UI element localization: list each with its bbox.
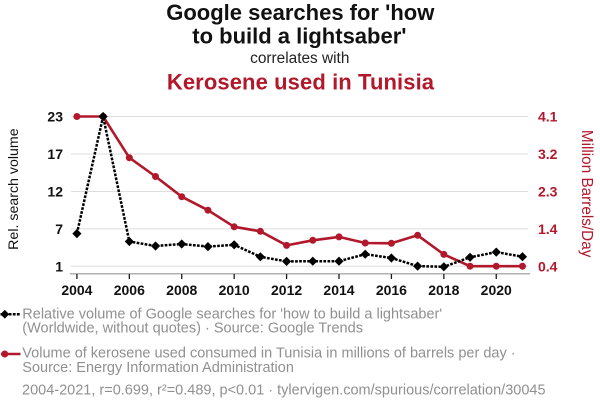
svg-text:1.4: 1.4: [538, 221, 558, 237]
svg-text:17: 17: [47, 146, 63, 162]
svg-text:2010: 2010: [219, 282, 250, 298]
svg-text:Volume of kerosene used consum: Volume of kerosene used consumed in Tuni…: [22, 346, 515, 362]
svg-text:Million Barrels/Day: Million Barrels/Day: [578, 130, 595, 258]
svg-text:2008: 2008: [166, 282, 197, 298]
svg-text:7: 7: [55, 221, 63, 237]
svg-text:correlates with: correlates with: [250, 50, 349, 67]
svg-text:4.1: 4.1: [538, 109, 558, 125]
svg-text:2006: 2006: [114, 282, 145, 298]
svg-text:0.4: 0.4: [538, 258, 558, 274]
svg-text:2014: 2014: [323, 282, 354, 298]
svg-text:12: 12: [47, 184, 63, 200]
svg-text:2016: 2016: [376, 282, 407, 298]
svg-text:Kerosene used in Tunisia: Kerosene used in Tunisia: [167, 70, 435, 95]
svg-text:3.2: 3.2: [538, 146, 558, 162]
svg-text:2012: 2012: [271, 282, 302, 298]
svg-text:2.3: 2.3: [538, 184, 558, 200]
svg-text:2004: 2004: [61, 282, 92, 298]
svg-text:Relative volume of Google sear: Relative volume of Google searches for '…: [22, 306, 442, 322]
svg-text:Rel. search volume: Rel. search volume: [6, 128, 22, 250]
svg-text:1: 1: [55, 258, 63, 274]
svg-text:to build a lightsaber': to build a lightsaber': [192, 23, 406, 48]
svg-text:2020: 2020: [481, 282, 512, 298]
svg-text:Source: Energy Information Adm: Source: Energy Information Administratio…: [22, 360, 294, 376]
svg-text:2018: 2018: [428, 282, 459, 298]
svg-text:23: 23: [47, 109, 63, 125]
svg-text:(Worldwide, without quotes) ·: (Worldwide, without quotes) · Source: Go…: [22, 321, 363, 337]
svg-text:2004-2021, r=0.699, r²=0.489,: 2004-2021, r=0.699, r²=0.489, p<0.01 · t…: [22, 383, 546, 399]
svg-text:Google searches for 'how: Google searches for 'how: [166, 0, 435, 25]
